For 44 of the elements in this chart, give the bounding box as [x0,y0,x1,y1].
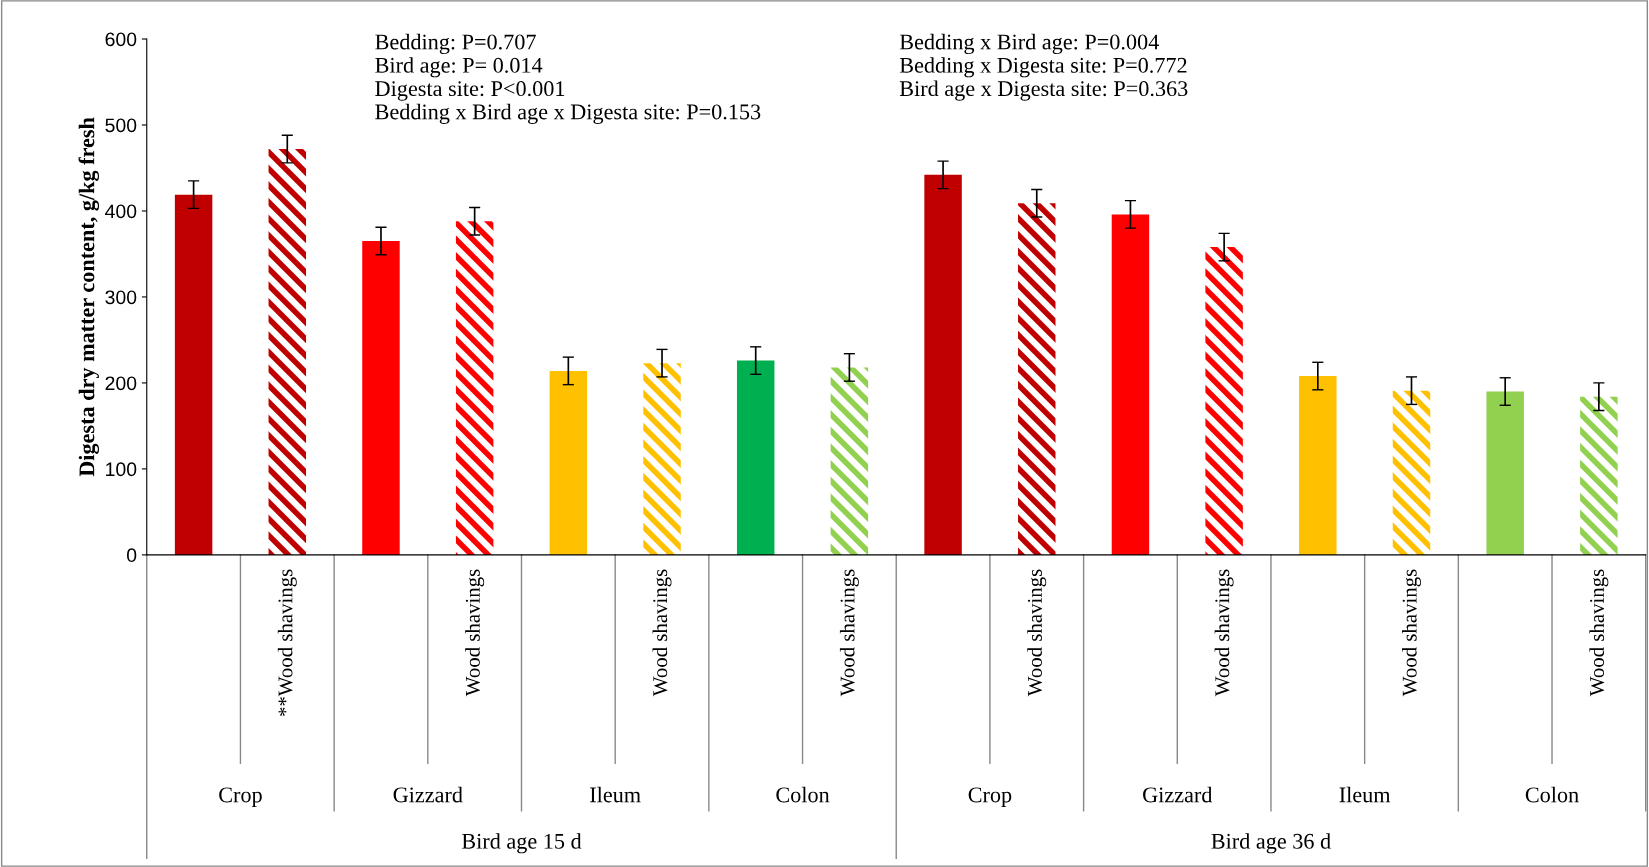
annotation: Bedding: P=0.707 Bird age: P= 0.014 Digesta site: P<0.001 Bedding x Bird age x Digesta site: P=0.153 [375,33,761,124]
text: Gizzard [393,786,463,803]
bar [1205,247,1243,555]
bar [549,370,588,555]
x-tick-label: Wood shavings [1027,569,1047,697]
bar [1580,396,1618,555]
text: Colon [776,786,830,803]
bar [174,194,213,555]
y-tick-label: 600 [105,32,137,47]
x-tick-label: Wood shavings [1214,569,1234,697]
text: Ileum [590,786,641,803]
text: Colon [1525,786,1579,803]
y-tick-label: 300 [105,290,137,305]
annotation: Bedding x Bird age: P=0.004 Bedding x Digesta site: P=0.772 Bird age x Digesta site: P=0.363 [899,33,1188,101]
y-axis-title: Digesta dry matter content, g/kg fresh [78,117,100,477]
bar [1299,376,1337,555]
text: Crop [968,787,1012,807]
x-tick-label: **Wood shavings [277,569,297,716]
bar [1018,203,1056,555]
y-tick-label: 500 [105,118,137,133]
x-tick-label: Wood shavings [465,569,485,697]
text: Gizzard [1143,786,1213,803]
bar [1111,214,1150,555]
x-tick-label: Wood shavings [1589,569,1609,697]
y-tick-label: 0 [126,548,137,563]
bar [1486,391,1524,555]
bar [362,241,400,555]
bar [455,221,494,555]
bar [1392,390,1431,555]
x-tick-label: Wood shavings [839,569,859,697]
y-tick-label: 200 [105,376,137,391]
text: Bird age 36 d [1211,833,1331,854]
text: Ileum [1339,786,1391,803]
bar [643,363,681,555]
bar [924,174,962,555]
x-tick-label: Wood shavings [1402,569,1421,697]
bar [830,367,869,555]
text: Bird age 15 d [461,833,582,854]
y-tick-label: 100 [106,462,137,477]
y-tick-label: 400 [105,204,137,219]
text: Crop [219,787,262,807]
bar [268,149,307,555]
x-tick-label: Wood shavings [652,569,672,697]
bar [736,360,775,555]
